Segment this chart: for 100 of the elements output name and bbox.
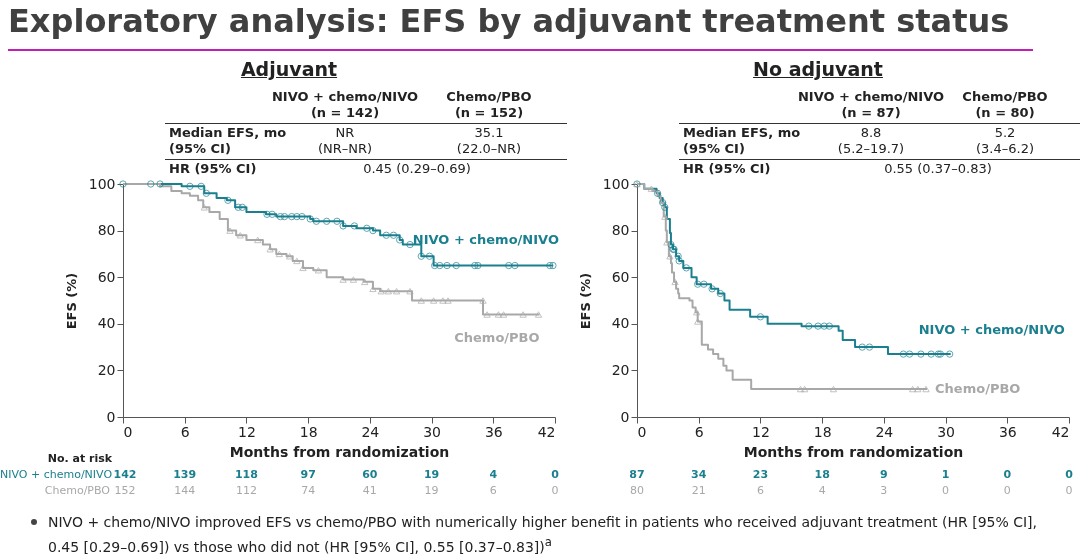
text: Chemo/PBO: [962, 89, 1048, 104]
text: 3: [880, 484, 888, 497]
text: 144: [174, 484, 196, 497]
point: [406, 240, 414, 249]
point: [829, 385, 838, 393]
point: [693, 308, 701, 316]
x-tick-label: 18: [299, 423, 318, 440]
point: [369, 226, 377, 235]
point: [306, 215, 314, 223]
point: [820, 322, 828, 330]
chart-title: No adjuvant: [753, 58, 883, 80]
text: 0: [1065, 468, 1073, 481]
point: [236, 232, 244, 239]
point: [263, 210, 271, 218]
point: [234, 203, 242, 211]
point: [276, 212, 285, 221]
x-tick-label: 36: [998, 423, 1017, 440]
point: [275, 250, 283, 258]
series-label: Chemo/PBO: [454, 330, 540, 346]
point: [238, 203, 246, 211]
text: 152: [114, 484, 136, 497]
text: No. at risk: [47, 452, 113, 465]
point: [224, 196, 232, 204]
text: NIVO + chemo/NIVO: [797, 89, 945, 104]
point: [474, 261, 482, 270]
point: [716, 289, 724, 298]
point: [377, 287, 385, 295]
text: 142: [113, 468, 137, 481]
x-tick-label: 6: [694, 423, 704, 440]
point: [452, 261, 460, 270]
point: [922, 385, 930, 393]
point: [653, 189, 662, 197]
x-axis-title: Months from randomization: [229, 443, 450, 460]
point: [666, 252, 674, 260]
point: [298, 212, 306, 221]
text: (n = 142): [310, 105, 380, 120]
text: NIVO + chemo/NIVO improved EFS vs chemo/PBO with numerically higher benefit in patients who received adjuvant treatment (HR [95% CI], 0.45 [0.29–0.69]) vs those who did not (HR [95% CI], 0.55 [0.37–0.83])$^{a}$: [48, 513, 1039, 556]
point: [200, 204, 208, 211]
text: 4: [489, 468, 498, 481]
point: [914, 385, 922, 393]
text: 19: [423, 468, 440, 481]
point: [361, 278, 369, 286]
point: [663, 239, 671, 246]
y-tick-label: 80: [611, 222, 630, 239]
x-tick-label: 0: [123, 423, 133, 440]
point: [471, 261, 479, 270]
text: 35.1: [474, 125, 504, 140]
x-tick-label: 18: [813, 423, 832, 440]
point: [661, 203, 669, 211]
point: [226, 227, 234, 234]
point: [814, 322, 822, 330]
point: [339, 276, 347, 283]
point: [349, 276, 358, 283]
text: NIVO + chemo/NIVO: [271, 89, 419, 104]
y-tick-label: 20: [611, 361, 630, 378]
point: [429, 297, 438, 304]
text: 139: [173, 468, 197, 481]
text: 0.55 (0.37–0.83): [884, 161, 992, 176]
x-tick-label: 24: [361, 423, 380, 440]
x-tick-label: 30: [937, 423, 955, 440]
text: Chemo/PBO: [43, 484, 110, 497]
text: NIVO + chemo/NIVO: [0, 468, 113, 481]
point: [280, 212, 289, 221]
text: 0: [551, 468, 559, 481]
y-tick-label: 0: [620, 408, 630, 425]
text: 0: [1003, 468, 1012, 481]
series-label: NIVO + chemo/NIVO: [918, 322, 1065, 338]
x-tick-label: 12: [752, 423, 770, 440]
y-tick-label: 60: [611, 268, 630, 285]
point: [436, 261, 444, 270]
text: (95% CI): [683, 141, 745, 156]
point: [805, 322, 813, 330]
text: 5.2: [994, 125, 1016, 140]
point: [927, 350, 935, 358]
y-tick-label: 40: [97, 315, 116, 332]
point: [382, 231, 390, 239]
point: [254, 236, 262, 244]
text: 112: [235, 484, 257, 497]
text: Exploratory analysis: EFS by adjuvant treatment status: [8, 2, 1010, 40]
point: [288, 212, 296, 221]
point: [796, 385, 805, 393]
point: [443, 261, 451, 270]
point: [505, 261, 513, 270]
text: 9: [880, 468, 888, 481]
text: 0: [942, 484, 950, 497]
point: [479, 297, 487, 304]
text: 1: [941, 468, 950, 481]
point: [825, 322, 833, 330]
text: NR: [335, 125, 355, 140]
point: [674, 252, 682, 260]
point: [444, 297, 452, 304]
text: HR (95% CI): [169, 161, 257, 176]
point: [350, 222, 359, 230]
text: 74: [301, 484, 316, 497]
point: [899, 350, 908, 358]
text: HR (95% CI): [683, 161, 771, 176]
text: 34: [691, 468, 707, 481]
y-tick-label: 60: [97, 268, 116, 285]
point: [147, 180, 155, 188]
point: [363, 224, 371, 232]
